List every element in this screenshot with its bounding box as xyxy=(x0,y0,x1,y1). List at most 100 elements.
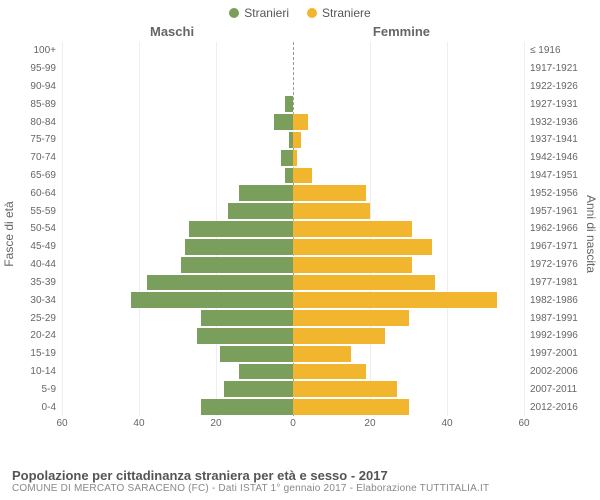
age-label: 25-29 xyxy=(10,313,56,324)
bar-female xyxy=(293,257,412,273)
year-label: 1977-1981 xyxy=(530,277,592,288)
bar-female xyxy=(293,364,366,380)
age-label: 35-39 xyxy=(10,277,56,288)
age-label: 10-14 xyxy=(10,366,56,377)
year-label: 1947-1951 xyxy=(530,170,592,181)
bar-female xyxy=(293,381,397,397)
bar-male xyxy=(274,114,293,130)
pyramid-row: 10-142002-2006 xyxy=(62,363,524,381)
bar-male xyxy=(220,346,293,362)
legend-female-label: Straniere xyxy=(322,6,371,20)
x-tick: 60 xyxy=(518,418,529,429)
bar-female xyxy=(293,310,409,326)
x-tick: 40 xyxy=(441,418,452,429)
age-label: 0-4 xyxy=(10,402,56,413)
year-label: 1922-1926 xyxy=(530,81,592,92)
pyramid-row: 5-92007-2011 xyxy=(62,380,524,398)
male-swatch-icon xyxy=(229,8,239,18)
year-label: 1927-1931 xyxy=(530,99,592,110)
footer-title: Popolazione per cittadinanza straniera p… xyxy=(12,468,588,483)
pyramid-row: 35-391977-1981 xyxy=(62,274,524,292)
age-label: 75-79 xyxy=(10,134,56,145)
age-label: 80-84 xyxy=(10,117,56,128)
x-tick: 20 xyxy=(364,418,375,429)
age-label: 45-49 xyxy=(10,241,56,252)
age-label: 70-74 xyxy=(10,152,56,163)
bar-female xyxy=(293,239,432,255)
age-label: 55-59 xyxy=(10,206,56,217)
bar-female xyxy=(293,292,497,308)
year-label: 1917-1921 xyxy=(530,63,592,74)
age-label: 50-54 xyxy=(10,223,56,234)
bar-female xyxy=(293,221,412,237)
bar-male xyxy=(185,239,293,255)
bar-female xyxy=(293,150,297,166)
pyramid-row: 30-341982-1986 xyxy=(62,291,524,309)
chart-area: Maschi Femmine Fasce di età Anni di nasc… xyxy=(0,24,600,444)
bar-male xyxy=(147,275,293,291)
legend: Stranieri Straniere xyxy=(0,0,600,24)
bar-female xyxy=(293,328,385,344)
age-label: 20-24 xyxy=(10,330,56,341)
female-swatch-icon xyxy=(307,8,317,18)
pyramid-row: 75-791937-1941 xyxy=(62,131,524,149)
bar-female xyxy=(293,203,370,219)
plot: 100+≤ 191695-991917-192190-941922-192685… xyxy=(62,42,524,416)
bar-male xyxy=(131,292,293,308)
year-label: 1957-1961 xyxy=(530,206,592,217)
bar-male xyxy=(285,168,293,184)
age-label: 85-89 xyxy=(10,99,56,110)
year-label: 1997-2001 xyxy=(530,348,592,359)
bar-male xyxy=(189,221,293,237)
pyramid-row: 65-691947-1951 xyxy=(62,167,524,185)
bar-male xyxy=(239,364,293,380)
year-label: 2012-2016 xyxy=(530,402,592,413)
age-label: 5-9 xyxy=(10,384,56,395)
pyramid-row: 40-441972-1976 xyxy=(62,256,524,274)
gridline xyxy=(524,42,525,416)
bar-male xyxy=(285,96,293,112)
year-label: 2007-2011 xyxy=(530,384,592,395)
bar-male xyxy=(197,328,293,344)
bar-male xyxy=(201,399,293,415)
age-label: 60-64 xyxy=(10,188,56,199)
bar-female xyxy=(293,399,409,415)
bar-female xyxy=(293,346,351,362)
x-tick: 0 xyxy=(290,418,296,429)
year-label: 1962-1966 xyxy=(530,223,592,234)
bar-male xyxy=(224,381,293,397)
bar-female xyxy=(293,114,308,130)
column-title-male: Maschi xyxy=(150,24,194,39)
legend-item-female: Straniere xyxy=(307,6,371,20)
pyramid-row: 50-541962-1966 xyxy=(62,220,524,238)
year-label: 1982-1986 xyxy=(530,295,592,306)
legend-male-label: Stranieri xyxy=(244,6,289,20)
pyramid-row: 55-591957-1961 xyxy=(62,202,524,220)
x-tick: 20 xyxy=(210,418,221,429)
chart-footer: Popolazione per cittadinanza straniera p… xyxy=(12,468,588,494)
pyramid-row: 25-291987-1991 xyxy=(62,309,524,327)
year-label: 1987-1991 xyxy=(530,313,592,324)
year-label: 1937-1941 xyxy=(530,134,592,145)
bar-male xyxy=(239,185,293,201)
age-label: 30-34 xyxy=(10,295,56,306)
pyramid-row: 15-191997-2001 xyxy=(62,345,524,363)
footer-subtitle: COMUNE DI MERCATO SARACENO (FC) - Dati I… xyxy=(12,483,588,494)
pyramid-row: 70-741942-1946 xyxy=(62,149,524,167)
year-label: ≤ 1916 xyxy=(530,45,592,56)
bar-male xyxy=(281,150,293,166)
bar-male xyxy=(228,203,293,219)
pyramid-row: 90-941922-1926 xyxy=(62,78,524,96)
legend-item-male: Stranieri xyxy=(229,6,289,20)
year-label: 1967-1971 xyxy=(530,241,592,252)
year-label: 1992-1996 xyxy=(530,330,592,341)
bar-male xyxy=(181,257,293,273)
pyramid-row: 45-491967-1971 xyxy=(62,238,524,256)
pyramid-row: 80-841932-1936 xyxy=(62,113,524,131)
x-axis: 6040200204060 xyxy=(62,418,524,434)
year-label: 1972-1976 xyxy=(530,259,592,270)
year-label: 1952-1956 xyxy=(530,188,592,199)
bar-female xyxy=(293,185,366,201)
bar-female xyxy=(293,275,435,291)
x-tick: 60 xyxy=(56,418,67,429)
